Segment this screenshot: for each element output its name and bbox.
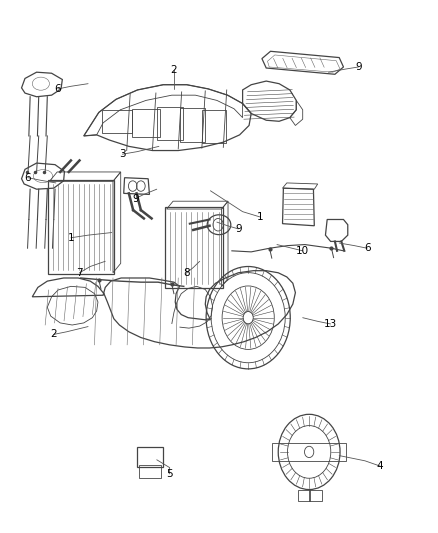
Text: 6: 6 bbox=[364, 243, 371, 253]
Text: 2: 2 bbox=[50, 329, 57, 340]
Text: 1: 1 bbox=[67, 233, 74, 243]
Text: 6: 6 bbox=[55, 84, 61, 94]
Text: 2: 2 bbox=[171, 65, 177, 75]
Text: 9: 9 bbox=[132, 193, 138, 204]
Text: 10: 10 bbox=[296, 246, 309, 256]
Text: 4: 4 bbox=[377, 461, 383, 471]
Text: 7: 7 bbox=[76, 268, 83, 278]
Text: 5: 5 bbox=[166, 469, 173, 479]
Text: 6: 6 bbox=[25, 173, 31, 183]
Text: 9: 9 bbox=[355, 62, 362, 72]
Text: 3: 3 bbox=[119, 149, 126, 159]
Text: 1: 1 bbox=[257, 212, 263, 222]
Text: 8: 8 bbox=[184, 268, 190, 278]
Text: 9: 9 bbox=[235, 224, 242, 234]
Text: 13: 13 bbox=[324, 319, 337, 329]
